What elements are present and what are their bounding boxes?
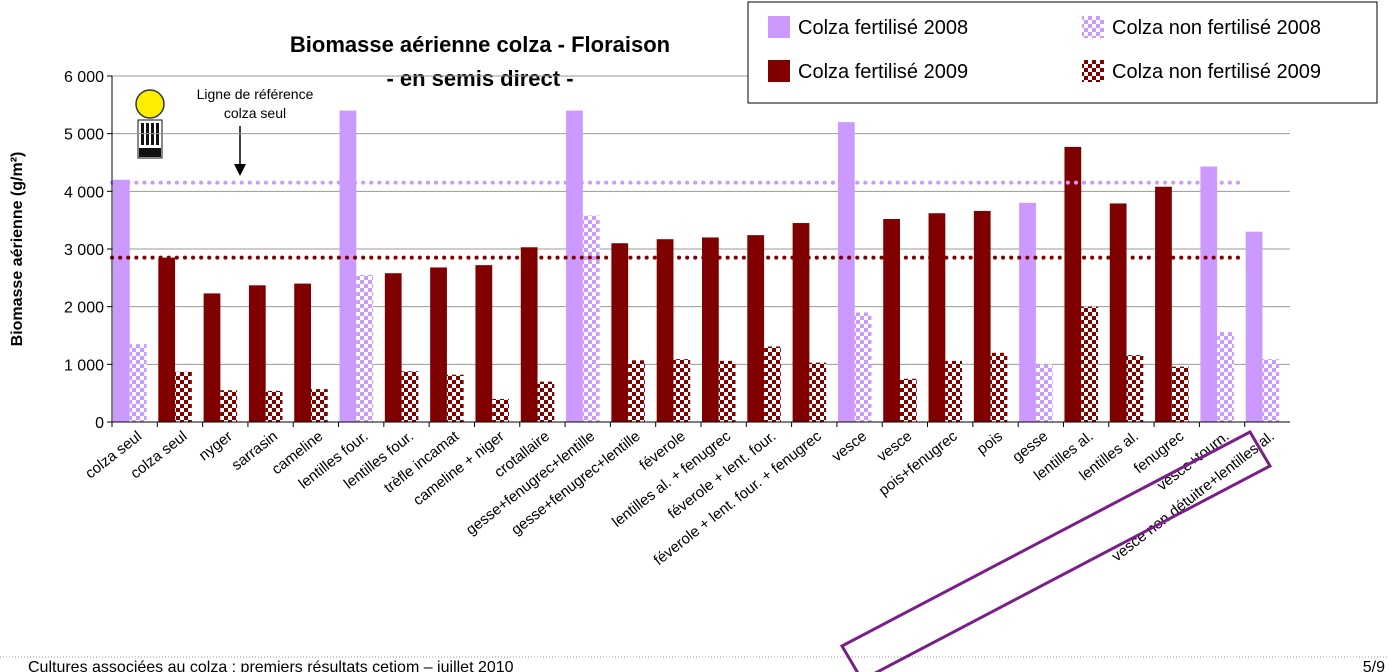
legend-swatch [768, 60, 790, 82]
bar [611, 243, 629, 422]
bar [628, 360, 645, 422]
legend-swatch [1082, 60, 1104, 82]
bar [566, 110, 583, 422]
y-tick-label: 6 000 [64, 69, 104, 86]
annotation: Ligne de référence [197, 86, 314, 102]
bar [764, 346, 781, 422]
x-tick-label: vesce non détuitre+lentilles al. [1109, 428, 1278, 565]
y-tick-label: 2 000 [64, 300, 104, 317]
bar [883, 219, 900, 422]
bar [384, 273, 402, 422]
x-tick-label: vesce [829, 428, 870, 466]
bar [520, 247, 538, 422]
bar [582, 215, 600, 422]
bar [492, 398, 509, 422]
legend-label: Colza non fertilisé 2009 [1112, 61, 1321, 83]
bar [854, 312, 872, 422]
bar [248, 285, 266, 422]
bar [401, 371, 419, 422]
bar [673, 359, 691, 422]
bar [1245, 231, 1263, 422]
footer-right: 5/9 [1363, 659, 1385, 672]
y-tick-label: 1 000 [64, 357, 104, 374]
bar [990, 352, 1008, 422]
bar [809, 362, 827, 422]
bar [310, 389, 328, 422]
logo [135, 89, 165, 159]
legend-label: Colza non fertilisé 2008 [1112, 17, 1321, 39]
bar [928, 213, 946, 422]
x-tick-label: pois+fenugrec [876, 427, 961, 499]
bar [158, 257, 176, 422]
bar [718, 360, 736, 422]
bar [129, 344, 147, 422]
bar [1217, 332, 1234, 422]
bar [294, 283, 311, 422]
bar [702, 237, 719, 422]
bar [899, 378, 917, 422]
y-tick-label: 3 000 [64, 242, 104, 259]
bar [356, 274, 374, 422]
bar [973, 210, 991, 422]
bar [1109, 203, 1127, 422]
bar [339, 110, 357, 422]
highlight-box [839, 430, 1273, 672]
bar [265, 390, 283, 422]
chart-title: Biomasse aérienne colza - Floraison [290, 32, 670, 57]
bar [747, 235, 765, 422]
y-axis-label: Biomasse aérienne (g/m²) [9, 152, 26, 347]
legend-label: Colza fertilisé 2008 [798, 17, 968, 39]
bar [1155, 186, 1172, 422]
bar [1200, 166, 1218, 422]
bar [475, 265, 493, 422]
bar [1019, 202, 1036, 422]
bar [175, 371, 192, 422]
legend-box [747, 1, 1378, 104]
annotation-arrowhead [234, 164, 246, 176]
y-tick-label: 5 000 [64, 127, 104, 144]
bar [203, 293, 221, 422]
bar [430, 267, 447, 422]
bar [837, 122, 855, 422]
annotation: colza seul [224, 105, 286, 121]
bar [537, 381, 555, 422]
bar [1081, 306, 1098, 422]
x-tick-label: pois [974, 428, 1006, 458]
legend-label: Colza fertilisé 2009 [798, 61, 968, 83]
bar [656, 239, 674, 422]
y-tick-label: 0 [95, 415, 104, 432]
bar [1064, 146, 1082, 422]
bar [220, 390, 238, 422]
legend-swatch [768, 16, 790, 38]
footer-left: Cultures associées au colza : premiers r… [28, 659, 514, 672]
bar [1035, 364, 1053, 422]
bar [446, 374, 464, 422]
bar [1262, 359, 1280, 422]
legend-swatch [1082, 16, 1104, 38]
bar [1126, 355, 1144, 422]
bar [113, 179, 130, 422]
bar [792, 223, 810, 422]
bar [1171, 366, 1189, 422]
bar [945, 360, 963, 422]
chart-title: - en semis direct - [386, 66, 573, 91]
y-tick-label: 4 000 [64, 184, 104, 201]
